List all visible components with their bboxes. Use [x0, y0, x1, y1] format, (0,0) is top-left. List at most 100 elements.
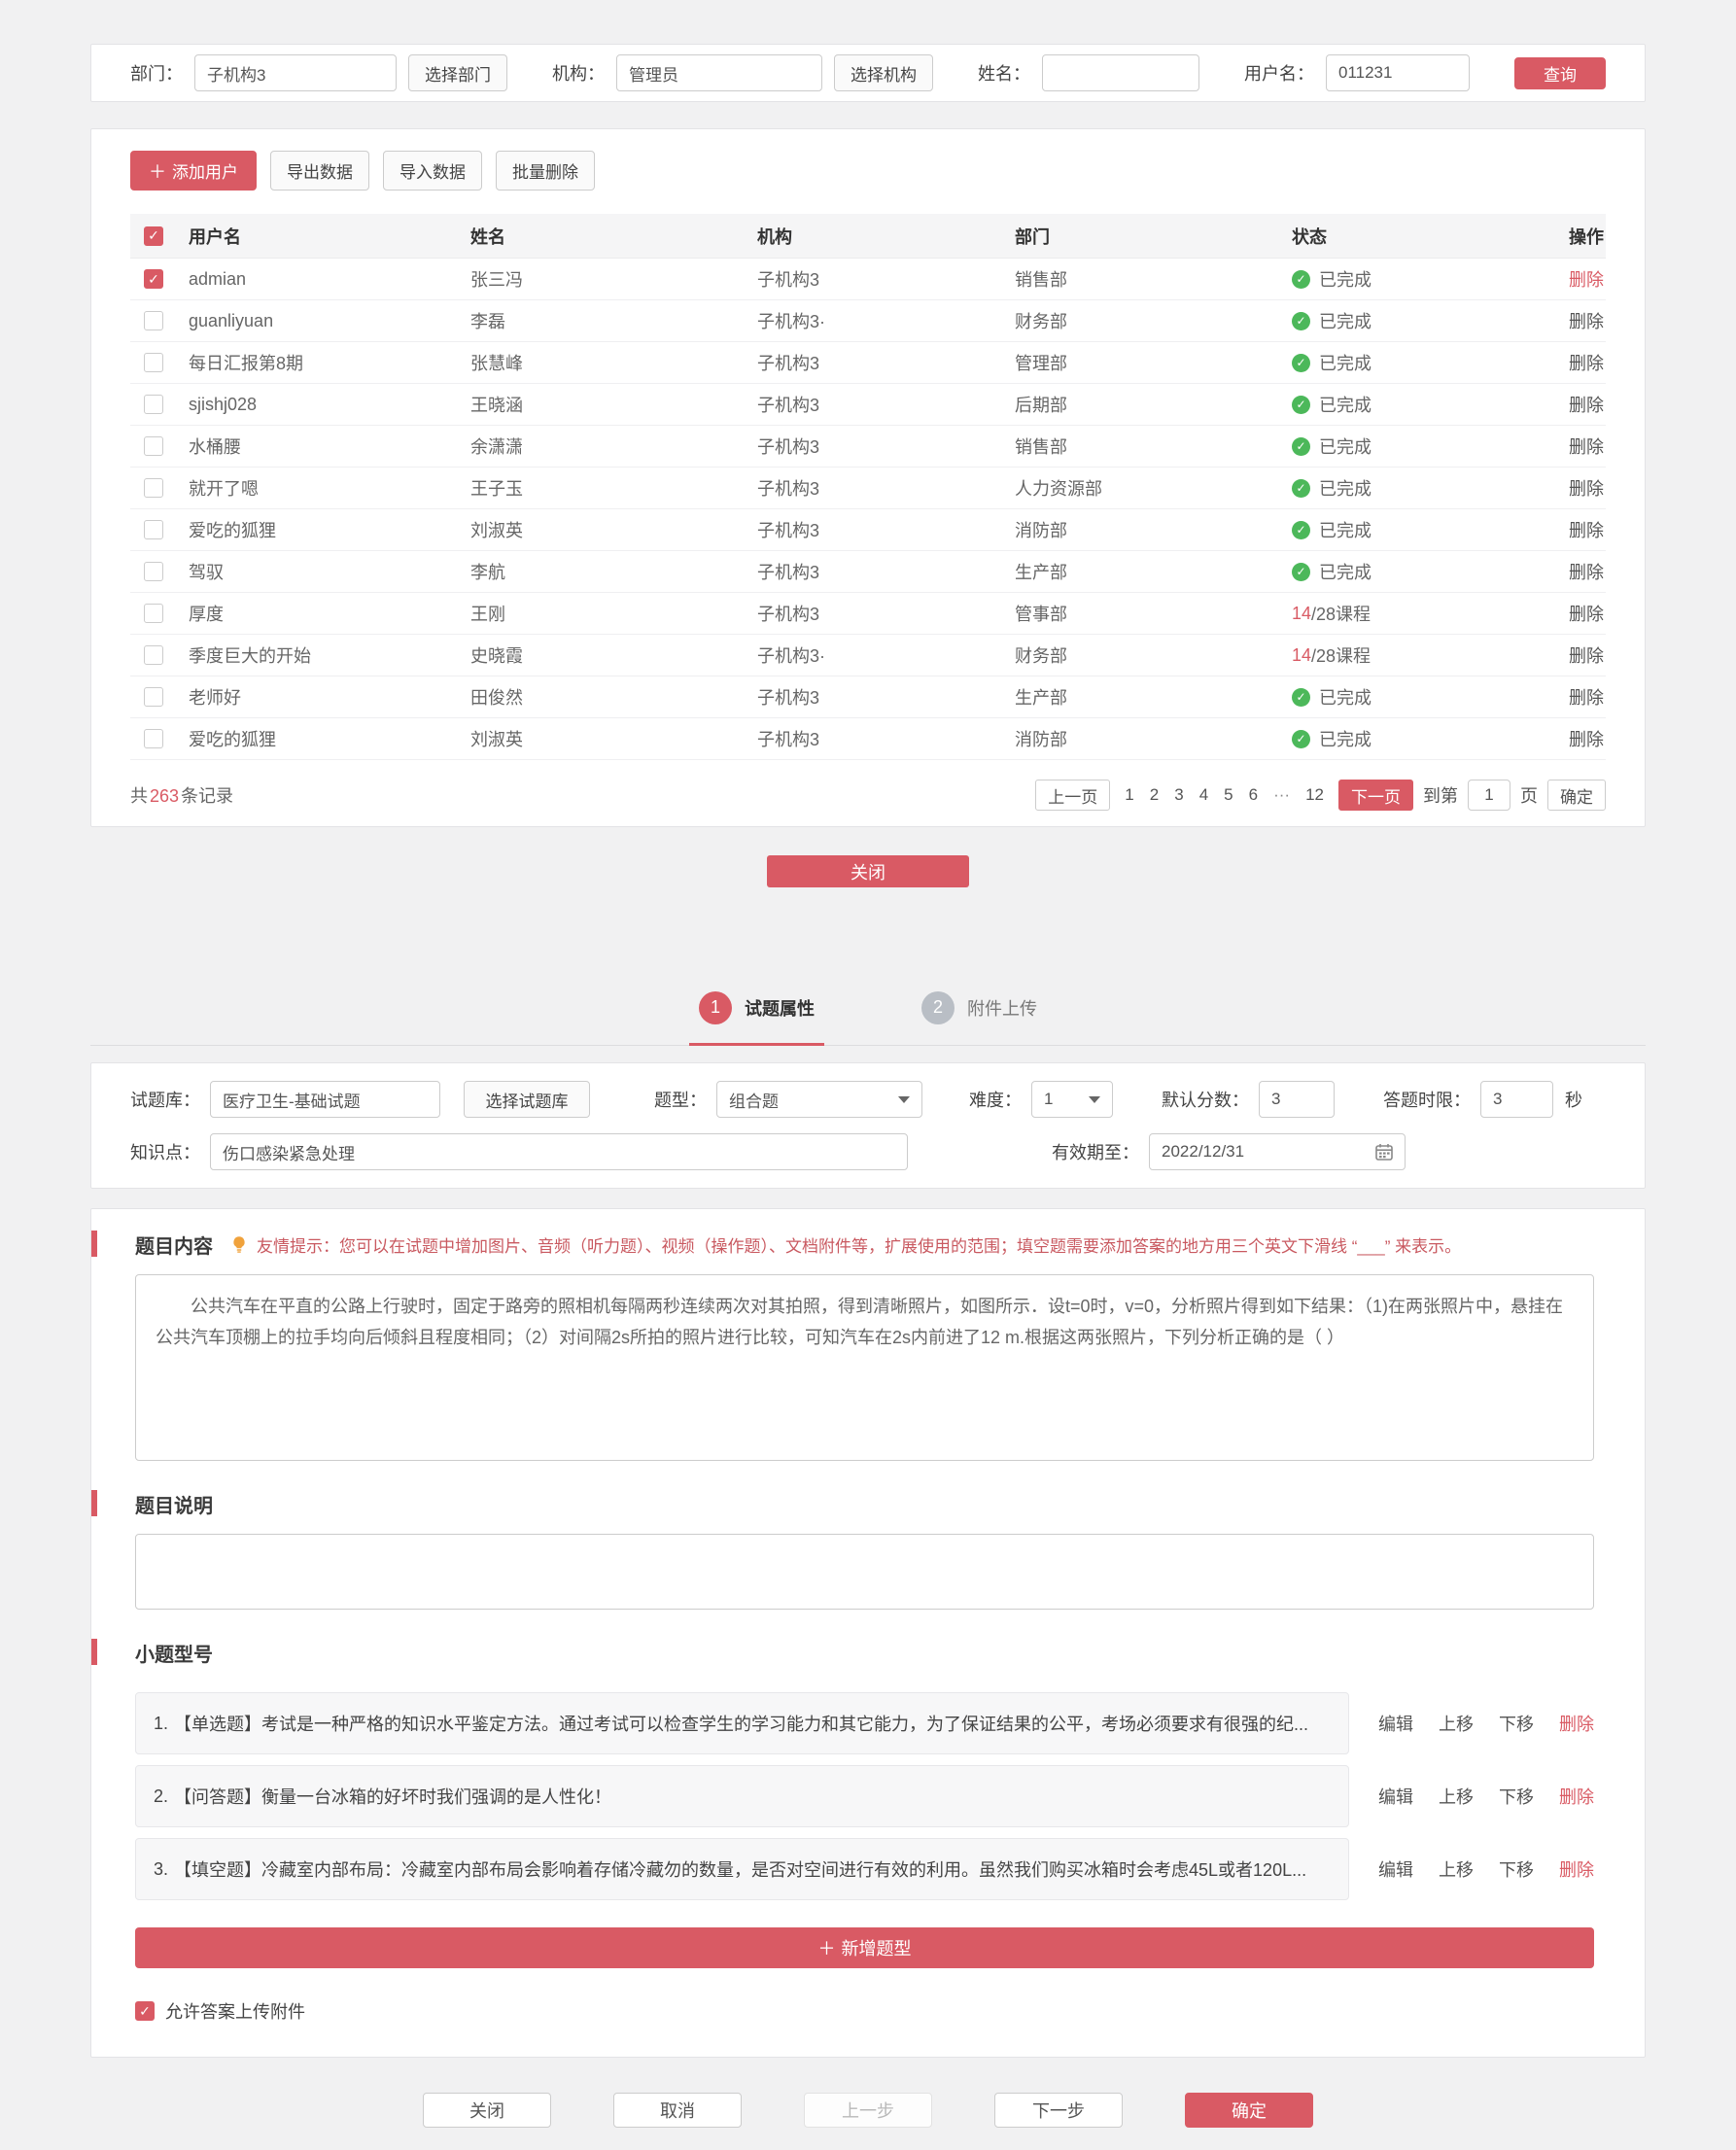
page-number-6[interactable]: 6	[1248, 785, 1259, 804]
org-input[interactable]	[616, 54, 822, 91]
row-checkbox[interactable]	[144, 436, 163, 456]
check-circle-icon: ✓	[1292, 436, 1310, 456]
add-question-type-button[interactable]: ＋新增题型	[135, 1927, 1594, 1968]
dept-input[interactable]	[194, 54, 397, 91]
export-data-button[interactable]: 导出数据	[270, 151, 369, 191]
import-data-button[interactable]: 导入数据	[383, 151, 482, 191]
next-step-button[interactable]: 下一步	[994, 2093, 1123, 2128]
row-checkbox[interactable]	[144, 729, 163, 748]
batch-delete-button[interactable]: 批量删除	[496, 151, 595, 191]
calendar-icon[interactable]	[1374, 1142, 1394, 1162]
allow-upload-checkbox[interactable]: ✓	[135, 2001, 155, 2021]
default-score-input[interactable]	[1259, 1081, 1335, 1118]
table-row: 驾驭 李航 子机构3 生产部 ✓ 已完成 删除	[130, 551, 1606, 593]
cell-username: guanliyuan	[189, 310, 274, 330]
select-bank-button[interactable]: 选择试题库	[464, 1081, 590, 1118]
subq-move-up-link[interactable]: 上移	[1439, 1787, 1474, 1807]
close-button[interactable]: 关闭	[423, 2093, 551, 2128]
select-org-button[interactable]: 选择机构	[834, 54, 933, 91]
goto-confirm-button[interactable]: 确定	[1547, 780, 1606, 811]
prev-page-button[interactable]: 上一页	[1035, 780, 1111, 811]
row-checkbox[interactable]	[144, 395, 163, 414]
delete-link[interactable]: 删除	[1569, 396, 1604, 415]
next-page-button[interactable]: 下一页	[1338, 780, 1413, 811]
row-checkbox[interactable]	[144, 604, 163, 623]
delete-link[interactable]: 删除	[1569, 563, 1604, 582]
row-checkbox[interactable]: ✓	[144, 269, 163, 289]
delete-link[interactable]: 删除	[1569, 479, 1604, 499]
content-title: 题目内容	[135, 1236, 213, 1258]
question-content-textarea[interactable]: 公共汽车在平直的公路上行驶时，固定于路旁的照相机每隔两秒连续两次对其拍照，得到清…	[135, 1274, 1594, 1461]
lightbulb-icon	[228, 1234, 250, 1256]
row-checkbox[interactable]	[144, 478, 163, 498]
subq-index: 1.	[154, 1713, 169, 1733]
goto-page-input[interactable]	[1468, 780, 1510, 811]
row-checkbox[interactable]	[144, 311, 163, 330]
step-1-circle: 1	[699, 990, 732, 1024]
cancel-button[interactable]: 取消	[613, 2093, 742, 2128]
col-username: 用户名	[189, 226, 241, 247]
subq-move-down-link[interactable]: 下移	[1499, 1787, 1534, 1807]
close-modal-button[interactable]: 关闭	[767, 855, 969, 887]
cell-org: 子机构3	[757, 396, 820, 415]
row-checkbox[interactable]	[144, 687, 163, 707]
confirm-button[interactable]: 确定	[1185, 2093, 1313, 2128]
question-desc-textarea[interactable]	[135, 1534, 1594, 1610]
select-all-checkbox[interactable]: ✓	[144, 225, 163, 246]
cell-dept: 财务部	[1015, 312, 1067, 331]
delete-link[interactable]: 删除	[1569, 354, 1604, 373]
time-limit-label: 答题时限：	[1383, 1091, 1471, 1110]
subq-move-up-link[interactable]: 上移	[1439, 1860, 1474, 1880]
page-number-12[interactable]: 12	[1305, 785, 1324, 804]
difficulty-select[interactable]: 1	[1031, 1081, 1113, 1118]
time-limit-input[interactable]	[1480, 1081, 1553, 1118]
delete-link[interactable]: 删除	[1569, 437, 1604, 457]
subq-edit-link[interactable]: 编辑	[1378, 1715, 1413, 1734]
subq-move-down-link[interactable]: 下移	[1499, 1860, 1534, 1880]
add-user-button[interactable]: ＋添加用户	[130, 151, 257, 191]
page-number-1[interactable]: 1	[1125, 785, 1134, 804]
delete-link[interactable]: 删除	[1569, 730, 1604, 749]
delete-link[interactable]: 删除	[1569, 312, 1604, 331]
page-number-3[interactable]: 3	[1174, 785, 1184, 804]
course-progress-number: 14	[1292, 603, 1312, 623]
username-input[interactable]	[1326, 54, 1470, 91]
name-input[interactable]	[1042, 54, 1199, 91]
cell-org: 子机构3	[757, 354, 820, 373]
subq-move-down-link[interactable]: 下移	[1499, 1715, 1534, 1734]
subq-move-up-link[interactable]: 上移	[1439, 1715, 1474, 1734]
delete-link[interactable]: 删除	[1569, 646, 1604, 666]
subq-delete-link[interactable]: 删除	[1559, 1787, 1594, 1807]
delete-link[interactable]: 删除	[1569, 270, 1604, 290]
page-number-4[interactable]: 4	[1198, 785, 1209, 804]
knowledge-point-input[interactable]	[210, 1133, 908, 1170]
subq-item: 1. 【单选题】考试是一种严格的知识水平鉴定方法。通过考试可以检查学生的学习能力和…	[135, 1692, 1594, 1754]
cell-dept: 管理部	[1015, 354, 1067, 373]
cell-username: admian	[189, 268, 247, 289]
prev-step-button[interactable]: 上一步	[804, 2093, 932, 2128]
row-checkbox[interactable]	[144, 353, 163, 372]
page-number-5[interactable]: 5	[1224, 785, 1233, 804]
select-dept-button[interactable]: 选择部门	[408, 54, 507, 91]
row-checkbox[interactable]	[144, 645, 163, 665]
subq-delete-link[interactable]: 删除	[1559, 1860, 1594, 1880]
delete-link[interactable]: 删除	[1569, 688, 1604, 708]
delete-link[interactable]: 删除	[1569, 521, 1604, 540]
cell-action: 删除	[1560, 433, 1606, 459]
subq-edit-link[interactable]: 编辑	[1378, 1860, 1413, 1880]
cell-dept: 消防部	[1015, 730, 1067, 749]
row-checkbox[interactable]	[144, 520, 163, 539]
question-bank-input[interactable]	[210, 1081, 440, 1118]
subq-delete-link[interactable]: 删除	[1559, 1715, 1594, 1734]
search-button[interactable]: 查询	[1514, 56, 1606, 89]
cell-org: 子机构3	[757, 688, 820, 708]
subq-edit-link[interactable]: 编辑	[1378, 1787, 1413, 1807]
tab-question-attributes[interactable]: 1 试题属性	[689, 970, 824, 1046]
page-number-2[interactable]: 2	[1149, 785, 1160, 804]
table-row: 水桶腰 余潇潇 子机构3 销售部 ✓ 已完成 删除	[130, 426, 1606, 468]
tab-attachment-upload[interactable]: 2 附件上传	[921, 970, 1037, 1045]
expiry-date-input[interactable]	[1149, 1133, 1406, 1170]
row-checkbox[interactable]	[144, 562, 163, 581]
question-type-select[interactable]: 组合题	[716, 1081, 922, 1118]
delete-link[interactable]: 删除	[1569, 605, 1604, 624]
